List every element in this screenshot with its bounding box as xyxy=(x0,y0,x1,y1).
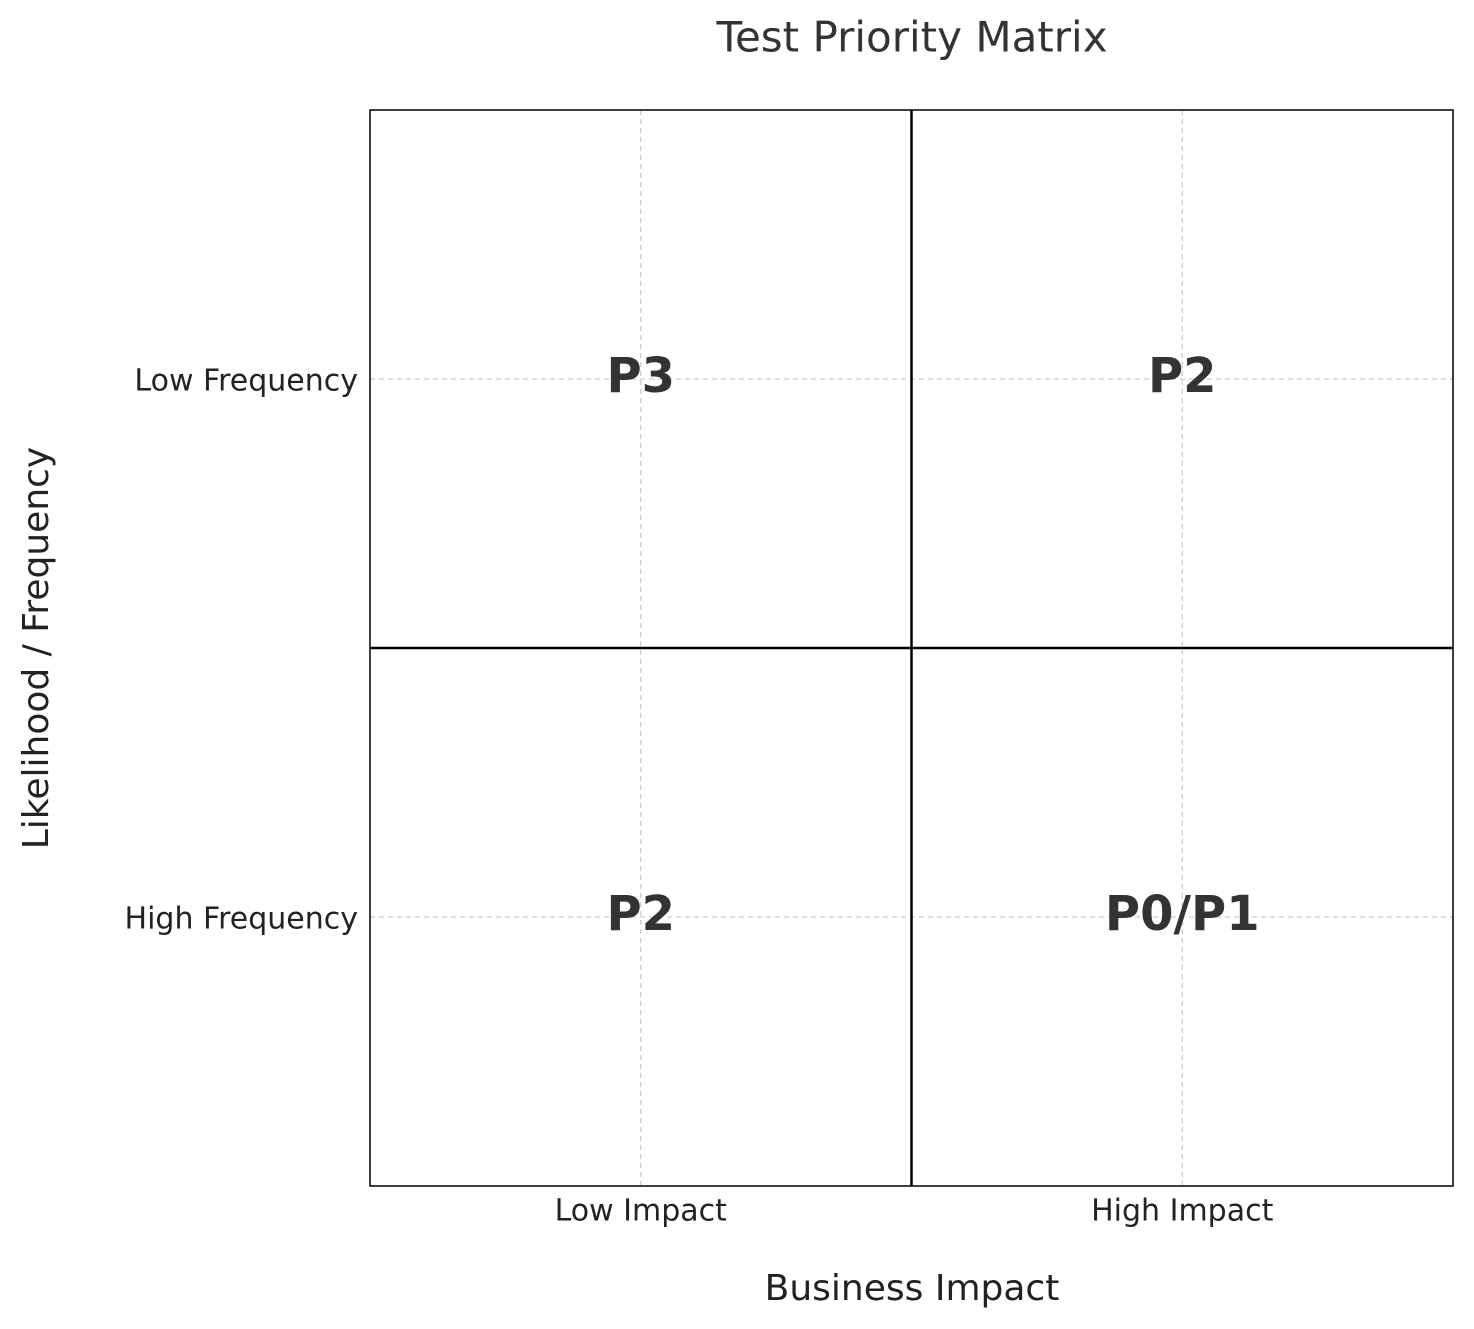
cell-label: P2 xyxy=(1148,348,1217,404)
cell-label: P3 xyxy=(606,348,675,404)
plot-frame xyxy=(369,109,1454,1187)
x-tick-label: High Impact xyxy=(1091,1194,1273,1229)
y-tick-label: High Frequency xyxy=(125,902,358,937)
cell-label: P0/P1 xyxy=(1105,886,1260,942)
y-tick-label: Low Frequency xyxy=(134,364,358,399)
x-tick-label: Low Impact xyxy=(555,1194,728,1229)
y-axis-label: Likelihood / Frequency xyxy=(16,447,57,850)
x-axis-label: Business Impact xyxy=(765,1268,1060,1309)
cell-label: P2 xyxy=(606,886,675,942)
chart-title: Test Priority Matrix xyxy=(715,13,1107,62)
